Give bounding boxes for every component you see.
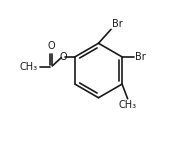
Text: O: O — [59, 52, 67, 62]
Text: CH₃: CH₃ — [119, 100, 137, 110]
Text: CH₃: CH₃ — [20, 62, 38, 72]
Text: O: O — [47, 41, 55, 51]
Text: Br: Br — [135, 52, 145, 62]
Text: Br: Br — [112, 19, 122, 29]
